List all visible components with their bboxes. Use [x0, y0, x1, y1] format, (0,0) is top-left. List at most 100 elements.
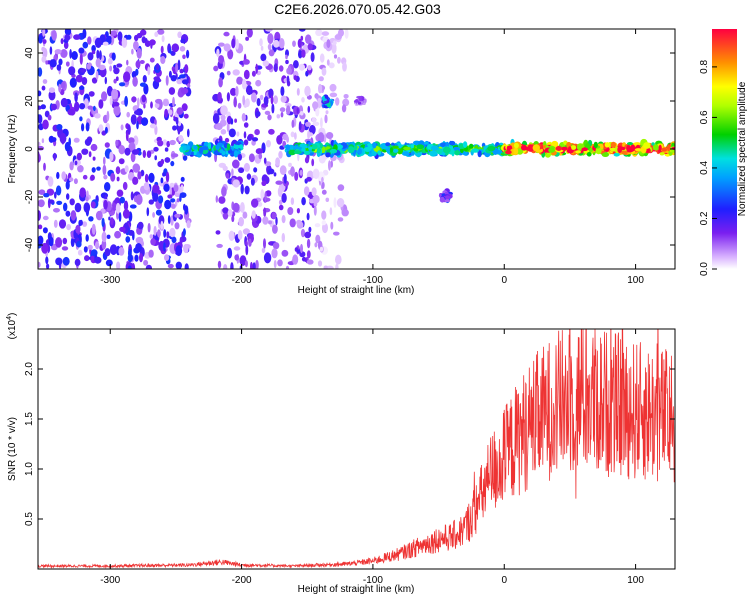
spectral-blob: [45, 256, 49, 265]
spectral-blob: [445, 195, 451, 200]
spectral-blob: [307, 65, 312, 71]
spectral-blob: [116, 176, 120, 182]
spectral-blob: [248, 153, 255, 163]
spectral-blob: [471, 148, 479, 153]
spectral-blob: [154, 102, 160, 109]
spectral-blob: [318, 76, 324, 82]
spectral-blob: [179, 192, 187, 199]
spectral-blob: [98, 124, 104, 133]
spectral-blob: [171, 153, 179, 158]
spectral-blob: [50, 103, 58, 111]
spectral-blob: [652, 144, 659, 151]
spectral-blob: [125, 236, 131, 243]
spectral-blob: [149, 234, 154, 239]
spectral-blob: [153, 225, 157, 236]
spectral-blob: [300, 228, 306, 238]
spectral-blob: [226, 70, 231, 76]
spectral-blob: [106, 234, 111, 239]
spectral-blob: [261, 180, 267, 186]
spectral-blob: [48, 87, 56, 93]
spectral-blob: [306, 238, 311, 249]
spectral-blob: [137, 221, 144, 230]
spectral-blob: [301, 97, 305, 103]
spectral-blob: [122, 209, 130, 219]
spectral-blob: [157, 140, 164, 147]
spectral-blob: [627, 142, 633, 146]
spectral-blob: [65, 210, 71, 217]
spectral-blob: [131, 149, 140, 155]
spectral-blob: [454, 150, 461, 156]
spectral-blob: [298, 63, 305, 71]
spectral-blob: [175, 261, 182, 269]
spectral-blob: [331, 42, 337, 54]
spectral-blob: [170, 75, 177, 82]
spectral-blob: [263, 252, 272, 264]
spectral-blob: [303, 150, 311, 155]
spectral-blob: [141, 117, 149, 126]
spectral-blob: [217, 260, 222, 269]
spectral-blob: [278, 199, 283, 205]
colorbar-tick-label: 0.8: [699, 60, 710, 74]
colorbar: [712, 29, 737, 269]
spectral-blob: [147, 222, 151, 233]
spectral-blob: [335, 254, 342, 265]
spectral-blob: [228, 230, 235, 241]
spectral-blob: [410, 144, 415, 149]
y-tick-label: 0.5: [24, 512, 35, 526]
spectral-blob: [238, 167, 245, 174]
spectral-blob: [88, 151, 92, 158]
spectral-blob: [392, 145, 399, 149]
spectral-blob: [324, 114, 328, 124]
spectral-blob: [74, 258, 81, 266]
snr-frame: [37, 328, 676, 570]
spectral-blob: [235, 38, 239, 50]
spectral-blob: [49, 46, 53, 55]
spectral-blob: [111, 52, 116, 61]
spectral-blob: [299, 169, 303, 176]
spectral-blob: [113, 104, 121, 116]
figure-title: C2E6.2026.070.05.42.G03: [274, 1, 441, 17]
spectral-blob: [238, 144, 244, 149]
spectral-blob: [75, 224, 81, 234]
spectral-blob: [186, 49, 190, 59]
spectral-blob: [265, 190, 272, 197]
spectral-blob: [442, 146, 451, 154]
spectral-blob: [90, 201, 96, 209]
spectral-blob: [293, 75, 298, 81]
spectral-blob: [262, 216, 269, 225]
spectral-blob: [273, 95, 278, 105]
spectral-blob: [60, 38, 64, 45]
spectral-blob: [62, 256, 70, 266]
spectrogram-heatmap: [38, 29, 675, 269]
spectral-blob: [513, 147, 519, 155]
spectral-blob: [263, 238, 266, 250]
spectral-blob: [233, 150, 238, 158]
spectral-blob: [81, 123, 85, 132]
x-tick-label: 0: [501, 275, 507, 286]
spectral-blob: [330, 221, 334, 230]
spectral-blob: [296, 88, 300, 96]
spectral-blob: [109, 244, 118, 256]
spectral-blob: [99, 50, 102, 61]
spectral-blob: [223, 43, 231, 52]
spectral-blob: [361, 96, 365, 101]
spectral-blob: [38, 35, 43, 44]
spectral-blob: [304, 231, 312, 239]
spectral-blob: [278, 38, 285, 49]
spectral-blob: [357, 148, 362, 155]
spectral-blob: [38, 105, 42, 110]
spectral-blob: [42, 227, 48, 234]
spectral-blob: [58, 219, 67, 229]
spectral-blob: [79, 187, 86, 198]
spectral-blob: [335, 263, 339, 269]
spectral-blob: [177, 126, 181, 135]
spectral-blob: [160, 177, 164, 184]
spectral-blob: [326, 39, 331, 49]
spectral-blob: [180, 176, 185, 182]
spectral-blob: [94, 256, 102, 264]
spectral-blob: [344, 29, 349, 39]
spectral-blob: [69, 198, 75, 206]
spectral-blob: [268, 128, 275, 135]
spectral-blob: [250, 177, 255, 186]
